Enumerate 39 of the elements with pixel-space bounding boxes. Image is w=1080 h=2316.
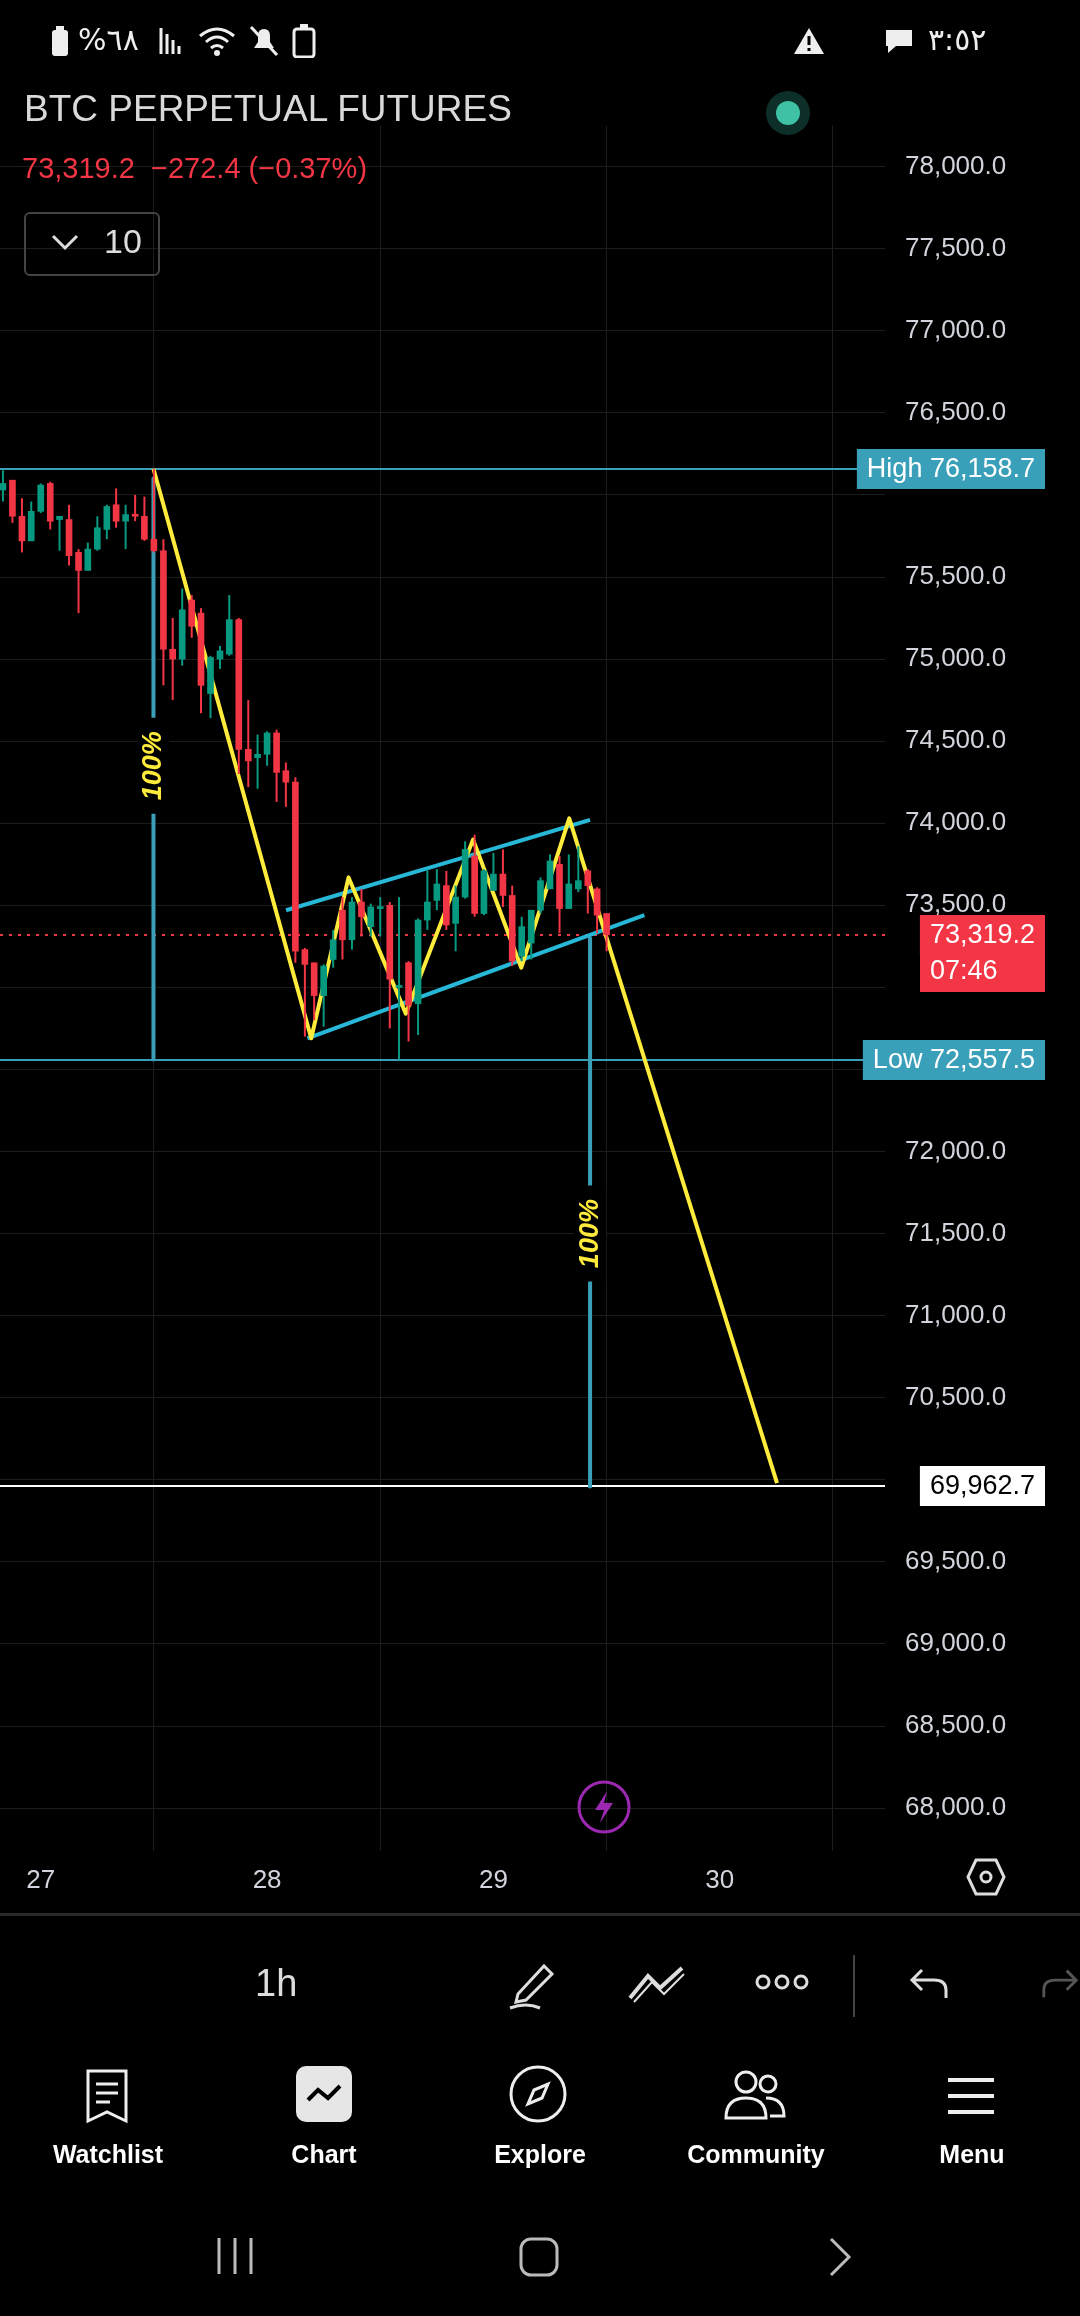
x-tick-label: 28	[252, 1863, 282, 1894]
y-tick-label: 74,000.0	[905, 806, 1007, 837]
chart-title: BTC PERPETUAL FUTURES	[24, 88, 512, 130]
y-tick-label: 77,000.0	[905, 313, 1007, 344]
text: Community	[686, 2140, 826, 2169]
annotation: 100%	[573, 1199, 604, 1269]
text: Menu	[938, 2140, 1006, 2169]
x-tick-label: 29	[478, 1863, 508, 1894]
y-tick-label: 70,500.0	[905, 1380, 1007, 1411]
ref-line-label: High 76,158.7	[866, 453, 1036, 484]
y-tick-label: 69,000.0	[905, 1627, 1007, 1658]
text: 07:46	[919, 954, 1045, 992]
ref-line-label: 69,962.7	[929, 1470, 1036, 1501]
x-tick-label: 30	[705, 1863, 735, 1894]
ref-line-label: 73,319.2	[929, 919, 1036, 950]
y-tick-label: 71,500.0	[905, 1216, 1007, 1247]
y-tick-label: 77,500.0	[905, 231, 1007, 262]
y-tick-label: 68,000.0	[905, 1791, 1007, 1822]
y-tick-label: 78,000.0	[905, 149, 1007, 180]
text: Watchlist	[51, 2140, 165, 2169]
annotation: 10	[104, 222, 142, 261]
text: ٣:٥٢	[928, 22, 987, 57]
y-tick-label: 68,500.0	[905, 1709, 1007, 1740]
y-tick-label: 75,000.0	[905, 642, 1007, 673]
ref-line-label: Low 72,557.5	[872, 1044, 1036, 1075]
y-tick-label: 73,500.0	[905, 888, 1007, 919]
x-tick-label: 27	[26, 1863, 56, 1894]
text: 73,319.2 −272.4 (−0.37%)	[22, 152, 368, 185]
y-tick-label: 71,000.0	[905, 1298, 1007, 1329]
y-tick-label: 69,500.0	[905, 1545, 1007, 1576]
text: Chart	[290, 2140, 358, 2169]
text: %٦٨	[78, 22, 139, 57]
y-tick-label: 74,500.0	[905, 724, 1007, 755]
text: 1h	[255, 1962, 298, 2005]
y-tick-label: 75,500.0	[905, 560, 1007, 591]
y-tick-label: 72,000.0	[905, 1134, 1007, 1165]
annotation: 100%	[136, 731, 167, 801]
y-tick-label: 76,500.0	[905, 396, 1007, 427]
text: Explore	[493, 2140, 587, 2169]
